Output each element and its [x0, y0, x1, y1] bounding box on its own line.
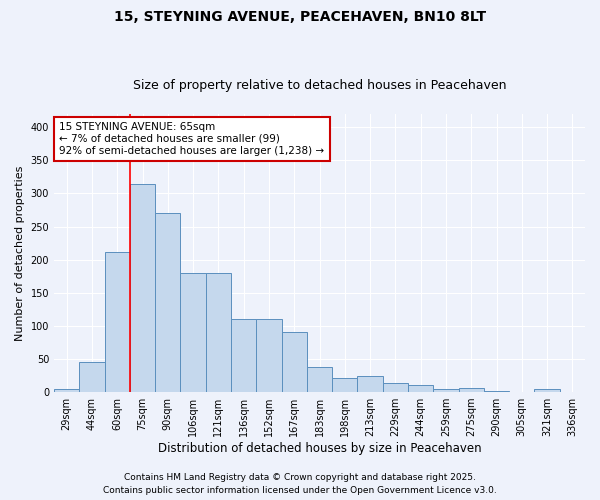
Bar [383, 384, 408, 392]
Bar [458, 388, 484, 392]
Bar [433, 389, 458, 392]
Bar [307, 367, 332, 392]
Bar [332, 378, 358, 392]
Bar [181, 273, 206, 392]
X-axis label: Distribution of detached houses by size in Peacehaven: Distribution of detached houses by size … [158, 442, 481, 455]
Text: 15, STEYNING AVENUE, PEACEHAVEN, BN10 8LT: 15, STEYNING AVENUE, PEACEHAVEN, BN10 8L… [114, 10, 486, 24]
Bar [484, 391, 509, 392]
Text: 15 STEYNING AVENUE: 65sqm
← 7% of detached houses are smaller (99)
92% of semi-d: 15 STEYNING AVENUE: 65sqm ← 7% of detach… [59, 122, 325, 156]
Bar [256, 320, 281, 392]
Bar [231, 320, 256, 392]
Text: Contains HM Land Registry data © Crown copyright and database right 2025.
Contai: Contains HM Land Registry data © Crown c… [103, 474, 497, 495]
Bar [358, 376, 383, 392]
Bar [130, 184, 155, 392]
Bar [79, 362, 104, 392]
Bar [104, 252, 130, 392]
Y-axis label: Number of detached properties: Number of detached properties [15, 166, 25, 340]
Bar [54, 389, 79, 392]
Bar [535, 390, 560, 392]
Bar [281, 332, 307, 392]
Bar [408, 386, 433, 392]
Bar [206, 273, 231, 392]
Bar [155, 214, 181, 392]
Title: Size of property relative to detached houses in Peacehaven: Size of property relative to detached ho… [133, 79, 506, 92]
